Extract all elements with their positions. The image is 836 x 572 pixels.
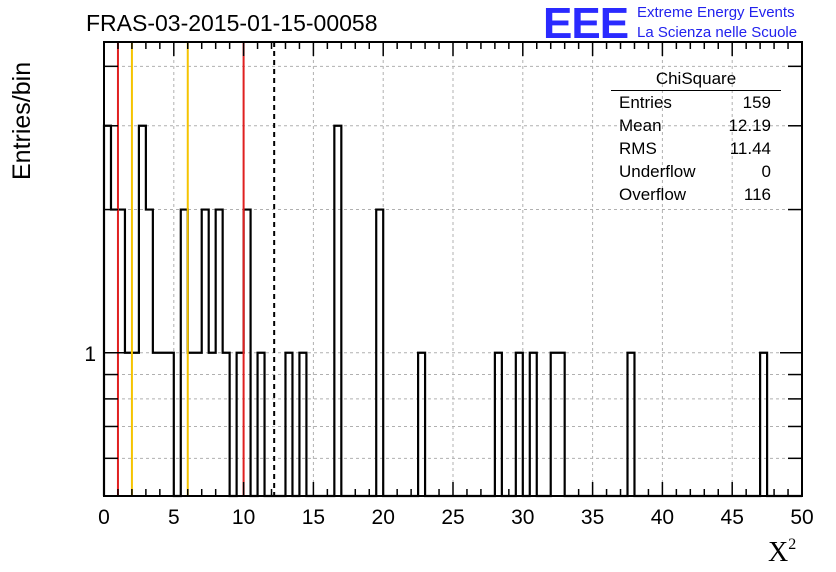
y-tick-label: 1 <box>84 343 96 366</box>
histogram-bin <box>495 353 502 496</box>
x-axis-label-sup: 2 <box>788 536 797 553</box>
histogram-bin <box>181 210 188 496</box>
histogram-bin <box>188 353 195 496</box>
x-tick-label: 20 <box>372 506 395 529</box>
logo-line-1: Extreme Energy Events <box>637 4 795 21</box>
histogram-bin <box>628 353 635 496</box>
stats-value: 159 <box>742 93 771 112</box>
histogram-bin <box>334 126 341 496</box>
axes: 0 5 10 15 20 25 30 35 40 45 50 1 <box>84 41 814 529</box>
stats-value: 11.44 <box>729 139 771 158</box>
stats-row-overflow: Overflow 116 <box>611 183 781 206</box>
histogram-bin <box>760 353 767 496</box>
histogram-bin <box>139 126 146 496</box>
histogram-bin <box>244 210 251 496</box>
x-tick-label: 10 <box>232 506 255 529</box>
stats-row-underflow: Underflow 0 <box>611 160 781 183</box>
x-tick-label: 5 <box>168 506 180 529</box>
stats-label: Mean <box>619 116 662 135</box>
stats-label: Overflow <box>619 185 687 204</box>
histogram-bin <box>237 353 244 496</box>
eee-logo: EEE <box>543 0 629 48</box>
cut-lines <box>116 42 276 496</box>
stats-row-mean: Mean 12.19 <box>611 114 781 137</box>
stats-label: Underflow <box>619 162 696 181</box>
histogram-bin <box>558 353 565 496</box>
logo-line-2: La Scienza nelle Scuole <box>637 24 798 41</box>
stats-value: 116 <box>743 185 771 204</box>
histogram-bin <box>530 353 537 496</box>
histogram-bin <box>195 353 202 496</box>
stats-label: RMS <box>619 139 657 158</box>
histogram-bin <box>376 210 383 496</box>
chart-title: FRAS-03-2015-01-15-00058 <box>86 10 378 36</box>
x-tick-label: 50 <box>790 506 813 529</box>
stats-value: 12.19 <box>728 116 771 135</box>
stats-label: Entries <box>619 93 672 112</box>
x-axis-label-base: X <box>768 537 789 568</box>
histogram-bin <box>258 353 265 496</box>
stats-row-rms: RMS 11.44 <box>611 137 781 160</box>
histogram-bin <box>104 126 111 496</box>
histogram-bin <box>551 353 558 496</box>
histogram-bin <box>132 353 139 496</box>
stats-title: ChiSquare <box>611 68 781 91</box>
x-tick-label: 40 <box>651 506 674 529</box>
histogram-bin <box>202 210 209 496</box>
x-tick-label: 25 <box>441 506 464 529</box>
x-axis-label: X2 <box>768 536 796 569</box>
histogram-bin <box>299 353 306 496</box>
stats-row-entries: Entries 159 <box>611 91 781 114</box>
x-tick-label: 45 <box>721 506 744 529</box>
histogram-bin <box>516 353 523 496</box>
stats-box: ChiSquare Entries 159 Mean 12.19 RMS 11.… <box>611 68 781 206</box>
histogram-bin <box>216 210 223 496</box>
x-tick-label: 30 <box>511 506 534 529</box>
histogram-bin <box>160 353 167 496</box>
stats-value: 0 <box>761 162 771 181</box>
x-tick-label: 15 <box>302 506 325 529</box>
histogram-bin <box>209 353 216 496</box>
histogram-bin <box>285 353 292 496</box>
histogram-bin <box>153 353 160 496</box>
x-tick-label: 35 <box>581 506 604 529</box>
histogram-bin <box>418 353 425 496</box>
histogram-bin <box>223 353 230 496</box>
histogram-bin <box>125 353 132 496</box>
histogram-bin <box>167 353 174 496</box>
x-tick-label: 0 <box>98 506 110 529</box>
y-axis-label: Entries/bin <box>8 61 36 180</box>
histogram-bin <box>146 210 153 496</box>
